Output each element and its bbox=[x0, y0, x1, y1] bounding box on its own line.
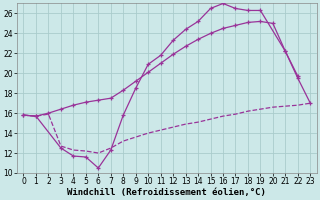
X-axis label: Windchill (Refroidissement éolien,°C): Windchill (Refroidissement éolien,°C) bbox=[68, 188, 266, 197]
